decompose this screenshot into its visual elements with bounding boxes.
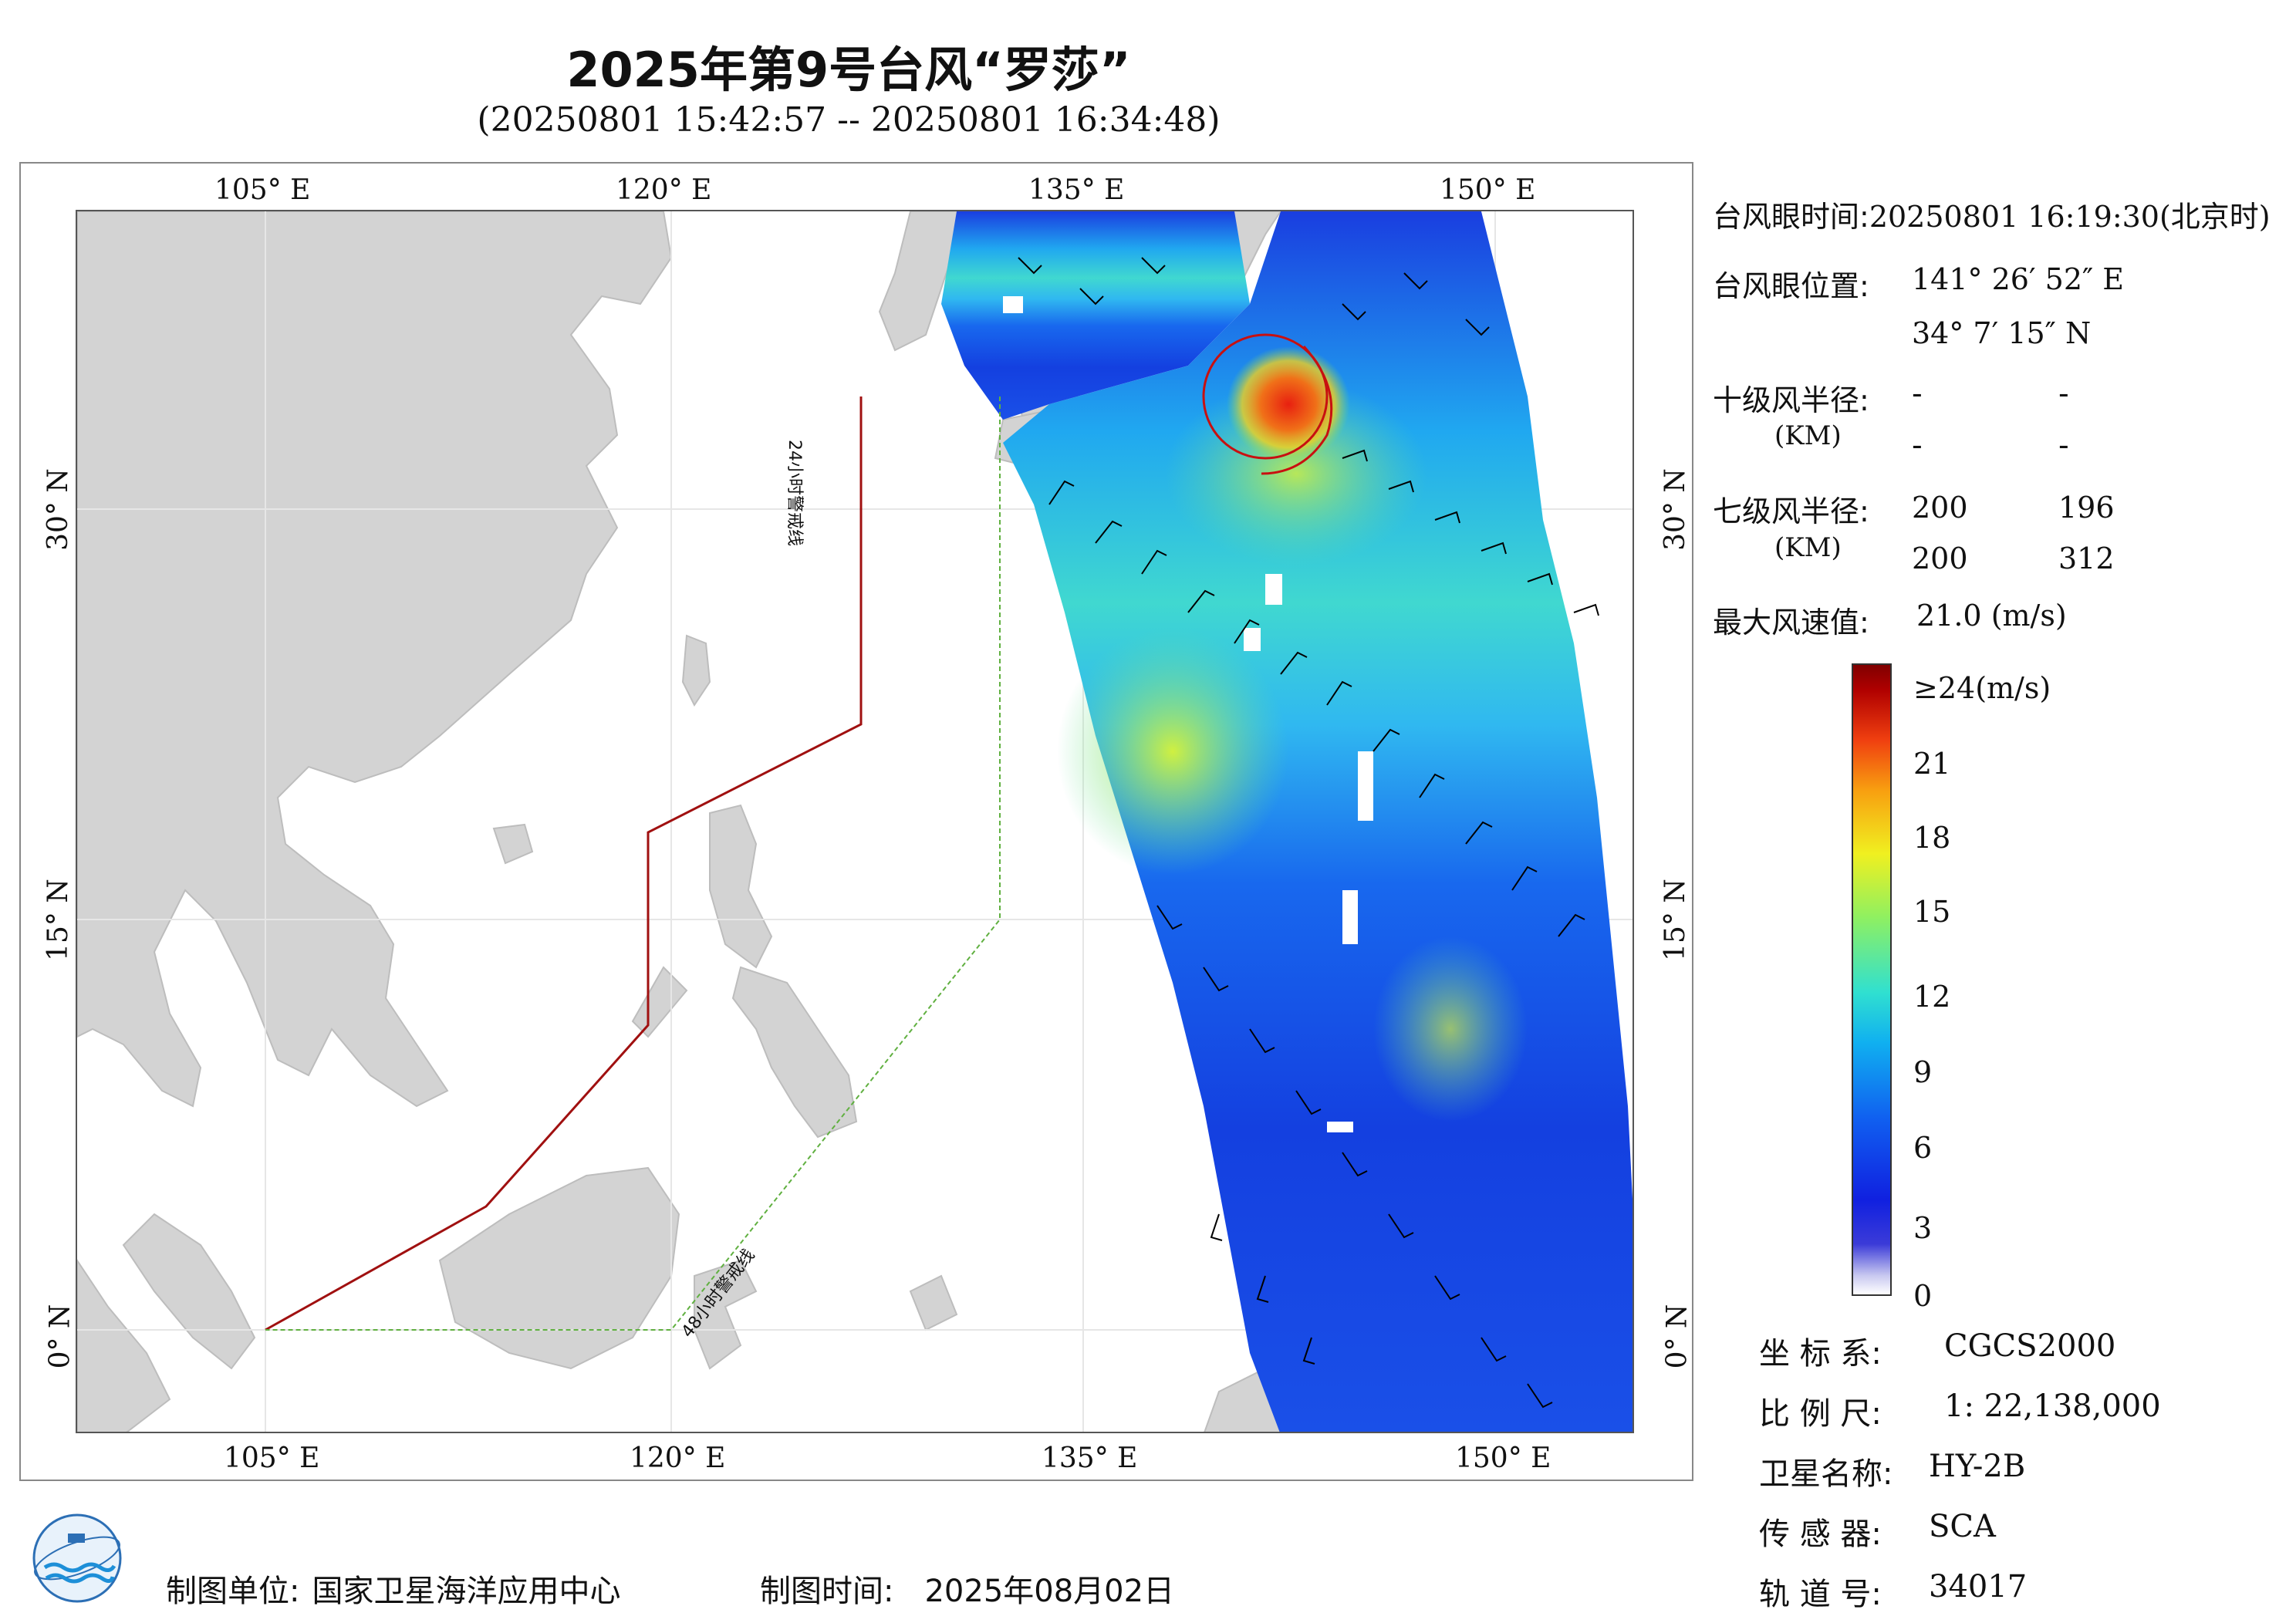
satellite-value: HY-2B (1929, 1449, 2026, 1484)
warning-line-24h (265, 396, 863, 1331)
colorbar-tick-21: 21 (1913, 747, 1951, 781)
crs-value: CGCS2000 (1944, 1328, 2116, 1364)
lon-label-top-135: 135° E (1028, 174, 1125, 206)
lon-label-top-150: 150° E (1440, 174, 1536, 206)
lon-label-bottom-135: 135° E (1042, 1442, 1138, 1474)
colorbar-tick-3: 3 (1913, 1211, 1933, 1245)
sensor-value: SCA (1929, 1509, 1996, 1544)
scale-value: 1: 22,138,000 (1944, 1388, 2161, 1424)
warning-24h-label: 24小时警戒线 (785, 440, 804, 546)
date-label: 制图时间: (760, 1574, 894, 1609)
maxwind-label: 最大风速值: (1713, 606, 1869, 639)
wind-speed-colorbar (1852, 663, 1892, 1296)
eye-time-value: 20250801 16:19:30(北京时) (1869, 200, 2271, 234)
eye-lat: 34° 7′ 15″ N (1912, 316, 2092, 350)
r10-unit: (KM) (1774, 420, 1842, 451)
wind-swath (941, 211, 1633, 1432)
r7-value-3: 200 (1912, 542, 1968, 575)
lon-label-bottom-105: 105° E (224, 1442, 320, 1474)
satellite-label: 卫星名称: (1759, 1456, 1893, 1492)
lon-label-top-105: 105° E (214, 174, 311, 206)
lat-label-left-15: 15° N (42, 879, 74, 961)
maker-label: 制图单位: (166, 1574, 300, 1609)
eye-lon: 141° 26′ 52″ E (1912, 262, 2125, 296)
maker-value: 国家卫星海洋应用中心 (312, 1574, 621, 1609)
r10-value-2: - (2058, 376, 2069, 410)
map-title: 2025年第9号台风“罗莎” (566, 42, 1131, 98)
date-value: 2025年08月02日 (924, 1574, 1175, 1609)
wind-barbs (1018, 257, 1599, 1409)
nsoas-logo-icon (32, 1513, 122, 1603)
orbit-value: 34017 (1929, 1569, 2028, 1604)
colorbar-tick-6: 6 (1913, 1131, 1933, 1165)
lat-label-right-0: 0° N (1661, 1304, 1693, 1369)
colorbar-tick-9: 9 (1913, 1055, 1933, 1089)
r7-label: 七级风半径: (1713, 494, 1869, 528)
lon-label-bottom-120: 120° E (630, 1442, 726, 1474)
lon-label-top-120: 120° E (616, 174, 712, 206)
sensor-label: 传 感 器: (1759, 1517, 1882, 1552)
r10-label: 十级风半径: (1713, 383, 1869, 417)
colorbar-tick-0: 0 (1913, 1279, 1933, 1313)
time-range-subtitle: (20250801 15:42:57 -- 20250801 16:34:48) (477, 100, 1221, 140)
r10-value-3: - (1912, 428, 1923, 462)
lat-label-right-15: 15° N (1659, 879, 1691, 961)
colorbar-tick-12: 12 (1913, 980, 1951, 1014)
eye-pos-label: 台风眼位置: (1713, 269, 1869, 303)
r7-value-2: 196 (2058, 491, 2115, 525)
lat-label-left-0: 0° N (44, 1304, 76, 1369)
scale-label: 比 例 尺: (1759, 1396, 1882, 1432)
lon-label-bottom-150: 150° E (1455, 1442, 1551, 1474)
r10-value-1: - (1912, 376, 1923, 410)
lat-label-right-30: 30° N (1659, 468, 1691, 551)
crs-label: 坐 标 系: (1759, 1336, 1882, 1372)
warning-line-48h (265, 396, 1001, 1331)
colorbar-tick-18: 18 (1913, 821, 1951, 855)
r7-unit: (KM) (1774, 532, 1842, 563)
r10-value-4: - (2058, 428, 2069, 462)
r7-value-1: 200 (1912, 491, 1968, 525)
orbit-label: 轨 道 号: (1759, 1577, 1882, 1612)
colorbar-tick-15: 15 (1913, 895, 1951, 929)
map-canvas (76, 210, 1634, 1433)
colorbar-tick-24: ≥24(m/s) (1913, 671, 2051, 705)
r7-value-4: 312 (2058, 542, 2115, 575)
eye-time-label: 台风眼时间: (1713, 200, 1869, 234)
maxwind-value: 21.0 (m/s) (1916, 599, 2067, 633)
lat-label-left-30: 30° N (42, 468, 74, 551)
